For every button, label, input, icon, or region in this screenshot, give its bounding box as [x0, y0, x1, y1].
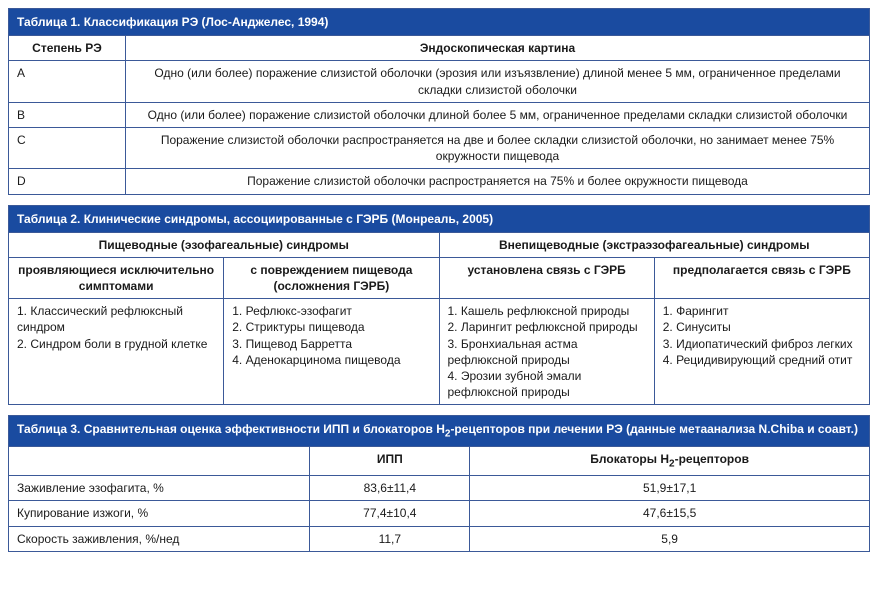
row-label: Скорость заживления, %/нед	[9, 526, 310, 551]
title-pre: Таблица 3. Сравнительная оценка эффектив…	[17, 422, 445, 436]
table-1-header-row: Степень РЭ Эндоскопическая картина	[9, 36, 870, 61]
table-3: Таблица 3. Сравнительная оценка эффектив…	[8, 415, 870, 551]
h2-val: 5,9	[470, 526, 870, 551]
empty-cell	[9, 447, 310, 476]
table-2-title-row: Таблица 2. Клинические синдромы, ассоции…	[9, 205, 870, 232]
desc-cell: Поражение слизистой оболочки распростран…	[126, 169, 870, 194]
table-1-title: Таблица 1. Классификация РЭ (Лос-Анджеле…	[9, 9, 870, 36]
grade-cell: B	[9, 102, 126, 127]
grade-cell: A	[9, 61, 126, 102]
cell-c2: 1. Рефлюкс-эзофагит 2. Стриктуры пищевод…	[224, 299, 439, 405]
table-row: C Поражение слизистой оболочки распростр…	[9, 127, 870, 168]
cell-c1: 1. Классический рефлюксный синдром 2. Си…	[9, 299, 224, 405]
table-2-sub-row: проявляющиеся исключительно симптомами с…	[9, 257, 870, 298]
ipp-val: 77,4±10,4	[310, 501, 470, 526]
ipp-val: 83,6±11,4	[310, 476, 470, 501]
desc-cell: Одно (или более) поражение слизистой обо…	[126, 61, 870, 102]
col-h2: Блокаторы H2-рецепторов	[470, 447, 870, 476]
grade-cell: D	[9, 169, 126, 194]
table-3-header-row: ИПП Блокаторы H2-рецепторов	[9, 447, 870, 476]
table-2-data-row: 1. Классический рефлюксный синдром 2. Си…	[9, 299, 870, 405]
table-3-title: Таблица 3. Сравнительная оценка эффектив…	[9, 416, 870, 447]
col-ipp: ИПП	[310, 447, 470, 476]
table-row: Скорость заживления, %/нед 11,7 5,9	[9, 526, 870, 551]
table-row: B Одно (или более) поражение слизистой о…	[9, 102, 870, 127]
row-label: Заживление эзофагита, %	[9, 476, 310, 501]
h2-val: 47,6±15,5	[470, 501, 870, 526]
sub-c1: проявляющиеся исключительно симптомами	[9, 257, 224, 298]
h2-val: 51,9±17,1	[470, 476, 870, 501]
table-3-title-row: Таблица 3. Сравнительная оценка эффектив…	[9, 416, 870, 447]
table-2-group-row: Пищеводные (эзофагеальные) синдромы Внеп…	[9, 232, 870, 257]
row-label: Купирование изжоги, %	[9, 501, 310, 526]
table-row: Заживление эзофагита, % 83,6±11,4 51,9±1…	[9, 476, 870, 501]
col-h2-pre: Блокаторы H	[590, 452, 669, 466]
grade-cell: C	[9, 127, 126, 168]
sub-c3: установлена связь с ГЭРБ	[439, 257, 654, 298]
group-esophageal: Пищеводные (эзофагеальные) синдромы	[9, 232, 440, 257]
title-post: -рецепторов при лечении РЭ (данные метаа…	[450, 422, 858, 436]
desc-cell: Одно (или более) поражение слизистой обо…	[126, 102, 870, 127]
col-h2-post: -рецепторов	[675, 452, 749, 466]
table-row: Купирование изжоги, % 77,4±10,4 47,6±15,…	[9, 501, 870, 526]
table-1-title-row: Таблица 1. Классификация РЭ (Лос-Анджеле…	[9, 9, 870, 36]
sub-c2: с повреждением пищевода (осложнения ГЭРБ…	[224, 257, 439, 298]
ipp-val: 11,7	[310, 526, 470, 551]
table-2: Таблица 2. Клинические синдромы, ассоции…	[8, 205, 870, 406]
table-1-col-grade: Степень РЭ	[9, 36, 126, 61]
sub-c4: предполагается связь с ГЭРБ	[654, 257, 869, 298]
cell-c4: 1. Фарингит 2. Синуситы 3. Идиопатически…	[654, 299, 869, 405]
desc-cell: Поражение слизистой оболочки распростран…	[126, 127, 870, 168]
cell-c3: 1. Кашель рефлюксной природы 2. Ларингит…	[439, 299, 654, 405]
table-1: Таблица 1. Классификация РЭ (Лос-Анджеле…	[8, 8, 870, 195]
table-row: A Одно (или более) поражение слизистой о…	[9, 61, 870, 102]
table-row: D Поражение слизистой оболочки распростр…	[9, 169, 870, 194]
table-1-col-desc: Эндоскопическая картина	[126, 36, 870, 61]
table-2-title: Таблица 2. Клинические синдромы, ассоции…	[9, 205, 870, 232]
group-extraesophageal: Внепищеводные (экстраэзофагеальные) синд…	[439, 232, 870, 257]
